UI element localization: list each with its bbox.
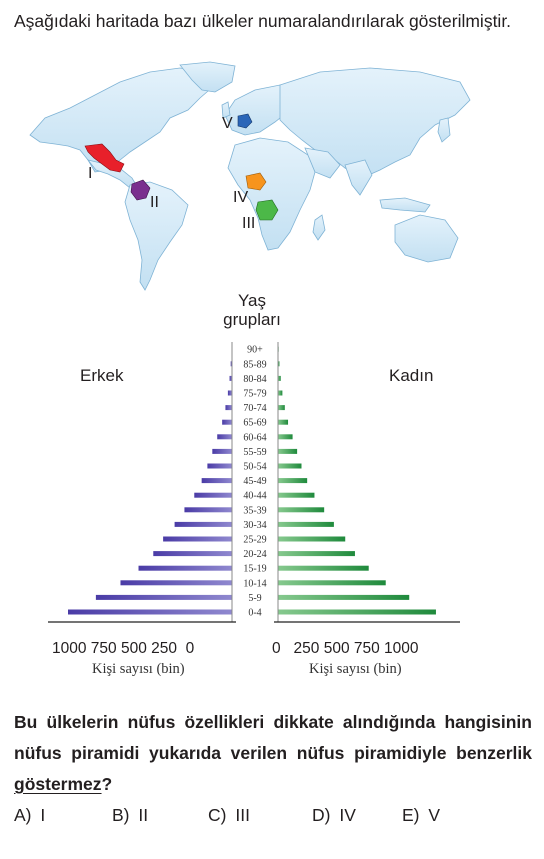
male-label: Erkek <box>80 366 124 385</box>
age-axis-title-line1: Yaş <box>237 291 267 310</box>
africa-landmass <box>227 137 316 251</box>
right-axis-caption: Kişi sayısı (bin) <box>309 661 402 677</box>
bar-female-75-79 <box>278 390 283 396</box>
age-label-65-69: 65-69 <box>243 418 266 429</box>
bar-female-70-74 <box>278 405 285 411</box>
country-iii-congo <box>255 199 279 221</box>
left-axis-caption: Kişi sayısı (bin) <box>92 661 185 677</box>
bar-male-10-14 <box>120 580 232 586</box>
question-underlined-word: göstermez <box>14 774 102 794</box>
population-pyramid-chart: 0-4 5-9 10-14 15-19 20-24 25-29 30-34 35-39 40-4… <box>48 342 460 623</box>
bar-female-85-89 <box>278 361 280 367</box>
bar-male-0-4 <box>68 609 232 615</box>
bar-female-80-84 <box>278 375 281 381</box>
country-ii-colombia <box>130 179 151 201</box>
bar-male-20-24 <box>153 551 232 557</box>
indonesia-landmass <box>379 197 431 213</box>
bar-male-55-59 <box>212 448 232 454</box>
map-label-iv: IV <box>233 189 248 206</box>
madagascar-landmass <box>312 214 326 241</box>
bar-female-65-69 <box>278 419 289 425</box>
greenland-landmass <box>179 61 236 93</box>
bar-female-55-59 <box>278 448 298 454</box>
option-e[interactable]: E) V <box>402 805 441 825</box>
bar-female-50-54 <box>278 463 302 469</box>
bar-female-60-64 <box>278 434 293 440</box>
country-i-mexico <box>84 143 125 173</box>
bar-female-10-14 <box>278 580 386 586</box>
right-axis-ticks: 0 250 500 750 1000 <box>272 640 419 657</box>
age-label-55-59: 55-59 <box>243 447 266 458</box>
south-america-landmass <box>124 181 189 291</box>
map-label-i: I <box>88 165 92 182</box>
bar-male-60-64 <box>217 434 232 440</box>
age-label-10-14: 10-14 <box>243 578 266 589</box>
age-label-70-74: 70-74 <box>243 403 266 414</box>
bar-female-35-39 <box>278 507 325 513</box>
age-label-5-9: 5-9 <box>248 593 261 604</box>
country-iv-nigeria <box>245 172 267 191</box>
age-label-50-54: 50-54 <box>243 462 266 473</box>
bar-male-45-49 <box>201 478 232 484</box>
option-c[interactable]: C) III <box>208 805 250 825</box>
age-label-80-84: 80-84 <box>243 374 266 385</box>
bar-male-30-34 <box>174 521 232 527</box>
question-text-main: Bu ülkelerin nüfus özellikleri dikkate a… <box>14 712 532 763</box>
asia-landmass <box>279 67 471 179</box>
bar-male-15-19 <box>138 565 232 571</box>
bar-female-20-24 <box>278 551 355 557</box>
age-label-40-44: 40-44 <box>243 491 266 502</box>
bar-male-40-44 <box>194 492 232 498</box>
option-a[interactable]: A) I <box>14 805 46 825</box>
bar-male-70-74 <box>225 405 232 411</box>
bar-male-50-54 <box>207 463 232 469</box>
female-label: Kadın <box>389 366 434 385</box>
option-d[interactable]: D) IV <box>312 805 356 825</box>
bar-male-80-84 <box>229 375 232 381</box>
bar-male-85-89 <box>230 361 232 367</box>
intro-text: Aşağıdaki haritada bazı ülkeler numarala… <box>14 11 512 31</box>
question-mark: ? <box>101 774 113 794</box>
age-label-25-29: 25-29 <box>243 535 266 546</box>
country-v-france <box>237 113 253 129</box>
age-label-35-39: 35-39 <box>243 505 266 516</box>
uk-landmass <box>221 101 231 119</box>
north-america-landmass <box>29 67 216 173</box>
question-text: Bu ülkelerin nüfus özellikleri dikkate a… <box>14 707 532 800</box>
bar-female-40-44 <box>278 492 315 498</box>
japan-landmass <box>437 117 451 143</box>
arabia-landmass <box>304 147 341 179</box>
bar-female-15-19 <box>278 565 369 571</box>
map-label-iii: III <box>242 215 255 232</box>
world-map: I II III IV V <box>29 61 471 291</box>
bar-male-75-79 <box>227 390 232 396</box>
option-b[interactable]: B) II <box>112 805 149 825</box>
age-label-60-64: 60-64 <box>243 432 266 443</box>
bar-female-30-34 <box>278 521 334 527</box>
age-label-75-79: 75-79 <box>243 389 266 400</box>
age-label-45-49: 45-49 <box>243 476 266 487</box>
age-axis-title-line2: grupları <box>223 310 281 329</box>
india-landmass <box>344 159 373 196</box>
australia-landmass <box>394 214 459 263</box>
bar-female-0-4 <box>278 609 436 615</box>
age-axis-title: Yaş grupları <box>212 291 292 329</box>
bar-male-25-29 <box>163 536 232 542</box>
age-label-20-24: 20-24 <box>243 549 266 560</box>
left-axis-ticks: 1000 750 500 250 0 <box>52 640 195 657</box>
age-label-30-34: 30-34 <box>243 520 266 531</box>
age-label-0-4: 0-4 <box>248 608 261 619</box>
map-label-ii: II <box>150 194 159 211</box>
bar-male-35-39 <box>184 507 232 513</box>
bar-male-5-9 <box>95 594 232 600</box>
bar-female-25-29 <box>278 536 346 542</box>
bar-female-5-9 <box>278 594 410 600</box>
map-label-v: V <box>222 115 233 132</box>
age-label-90+: 90+ <box>247 345 263 356</box>
bar-female-45-49 <box>278 478 308 484</box>
age-label-15-19: 15-19 <box>243 564 266 575</box>
bar-male-65-69 <box>222 419 232 425</box>
age-label-85-89: 85-89 <box>243 359 266 370</box>
